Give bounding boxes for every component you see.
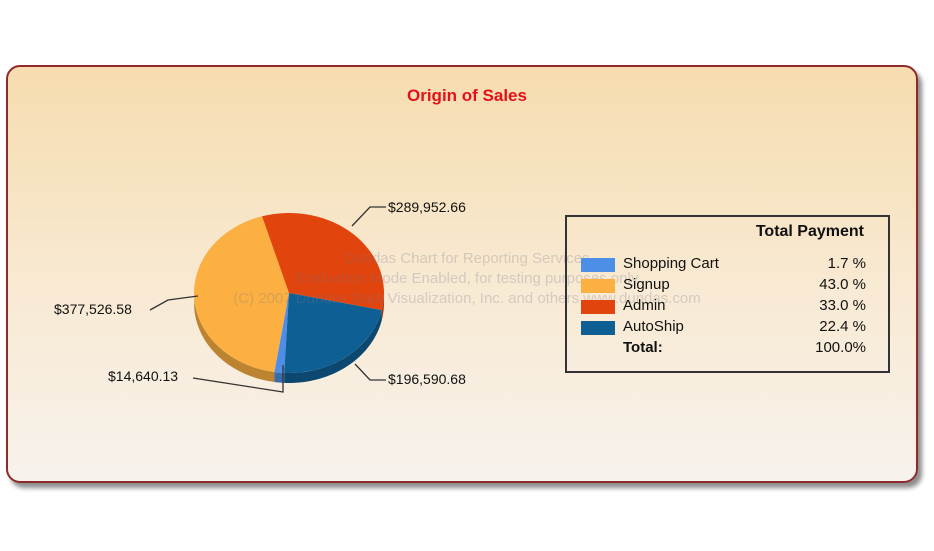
legend-value: 1.7 % (827, 255, 866, 272)
legend-row-total: Total: 100.0% (581, 339, 866, 360)
legend-name: Signup (623, 276, 670, 293)
chart-panel (6, 65, 918, 483)
pie-slice-side-shopping-cart (274, 372, 285, 383)
legend-swatch-signup (581, 279, 615, 293)
legend-swatch-admin (581, 300, 615, 314)
legend-title: Total Payment (755, 223, 864, 240)
leader-line-admin (351, 206, 386, 227)
pie-slice-side-admin (381, 293, 384, 321)
data-label-admin: $289,952.66 (388, 199, 466, 215)
legend-row-signup: Signup 43.0 % (581, 276, 866, 297)
legend-total-value: 100.0% (815, 339, 866, 356)
watermark-line-1: Dundas Chart for Reporting Services (344, 250, 590, 267)
pie-slice-side-autoship (284, 310, 382, 383)
data-label-shopping-cart: $14,640.13 (108, 368, 178, 384)
leader-line-shopping-cart (192, 365, 284, 393)
pie-slice-signup (194, 216, 289, 373)
legend-value: 43.0 % (819, 276, 866, 293)
watermark-line-2: Evaluation Mode Enabled, for testing pur… (295, 270, 639, 287)
legend-name: Admin (623, 297, 666, 314)
leader-line-autoship (354, 363, 386, 381)
pie-slice-shopping-cart (274, 293, 289, 373)
legend-name: AutoShip (623, 318, 684, 335)
legend-total-label: Total: (623, 339, 663, 356)
pie-slice-side-signup (194, 298, 275, 383)
leader-line-signup (149, 295, 199, 311)
legend-value: 33.0 % (819, 297, 866, 314)
legend: Total Payment Shopping Cart 1.7 % Signup… (565, 215, 890, 373)
data-label-autoship: $196,590.68 (388, 371, 466, 387)
legend-swatch-autoship (581, 321, 615, 335)
legend-row-shopping-cart: Shopping Cart 1.7 % (581, 255, 866, 276)
pie-slice-admin (262, 213, 384, 311)
legend-swatch-shopping-cart (581, 258, 615, 272)
legend-name: Shopping Cart (623, 255, 719, 272)
legend-row-admin: Admin 33.0 % (581, 297, 866, 318)
legend-row-autoship: AutoShip 22.4 % (581, 318, 866, 339)
chart-title: Origin of Sales (407, 86, 527, 105)
pie-slice-autoship (284, 293, 382, 373)
data-label-signup: $377,526.58 (54, 301, 132, 317)
legend-value: 22.4 % (819, 318, 866, 335)
